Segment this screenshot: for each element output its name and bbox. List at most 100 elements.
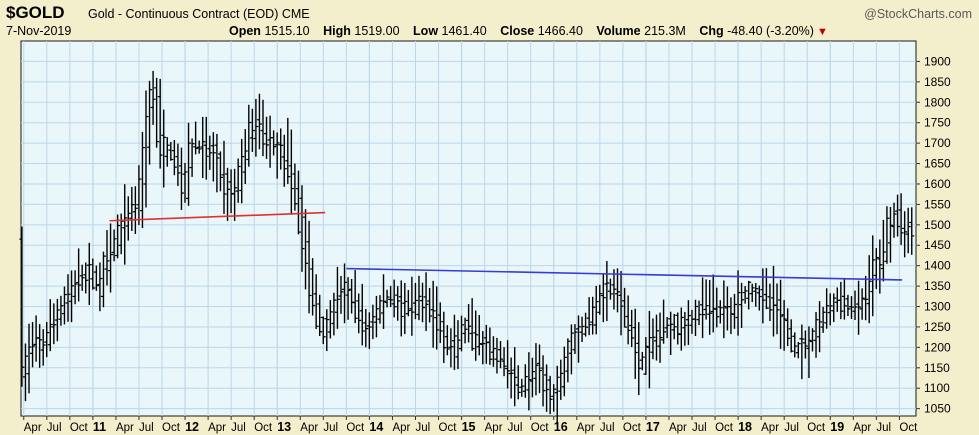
ohlc-bar — [622, 287, 628, 328]
ohlc-bar — [313, 274, 319, 330]
x-tick-label: 18 — [738, 420, 752, 434]
ohlc-bar — [710, 274, 716, 333]
ohlc-bar — [498, 341, 504, 369]
ohlc-bar — [469, 298, 475, 351]
ohlc-bar — [909, 207, 915, 255]
ohlc-bar — [221, 140, 227, 214]
x-tick-label: Jul — [692, 422, 707, 434]
y-tick-label: 1750 — [924, 116, 951, 130]
ohlc-bar — [781, 299, 787, 351]
x-tick-label: 17 — [646, 420, 660, 434]
ohlc-bar — [44, 321, 50, 358]
ohlc-bar — [501, 347, 507, 377]
ohlc-bar — [239, 138, 245, 204]
ohlc-bar — [749, 283, 755, 303]
ohlc-bar — [19, 226, 25, 387]
y-tick-label: 1350 — [924, 279, 951, 293]
x-tick-label: 14 — [369, 420, 383, 434]
ohlc-bar — [721, 280, 727, 339]
ohlc-bar — [572, 324, 578, 355]
ohlc-bar — [373, 295, 379, 338]
y-tick-label: 1850 — [924, 75, 951, 89]
ohlc-bar — [877, 239, 883, 294]
ohlc-bar — [859, 288, 865, 320]
ohlc-bar — [54, 298, 60, 342]
ohlc-bar — [817, 301, 823, 353]
x-tick-label: 19 — [830, 420, 844, 434]
ohlc-bar — [795, 342, 801, 359]
exchange-text: CME — [281, 7, 310, 21]
ohlc-bar — [703, 279, 709, 320]
ohlc-bar — [381, 274, 387, 329]
trendlines — [109, 211, 903, 281]
ohlc-bar — [650, 318, 656, 360]
ohlc-bar — [529, 357, 535, 398]
ohlc-bar — [30, 322, 36, 368]
ohlc-bar — [902, 211, 908, 258]
ohlc-bar — [246, 104, 252, 167]
ohlc-bar — [639, 351, 645, 371]
ohlc-bar — [519, 378, 525, 397]
x-tick-label: Oct — [439, 422, 458, 434]
ohlc-bar — [370, 304, 376, 340]
trendline — [109, 211, 326, 222]
ohlc-bar — [129, 186, 135, 231]
ohlc-bar — [154, 77, 160, 148]
x-tick-label: 11 — [93, 420, 106, 434]
ohlc-bar — [505, 340, 511, 389]
y-tick-label: 1250 — [924, 320, 951, 334]
ohlc-bar — [47, 299, 53, 352]
ohlc-bar — [444, 325, 450, 356]
ohlc-bar — [813, 312, 819, 358]
ohlc-bar — [515, 365, 521, 400]
ohlc-bar — [852, 290, 858, 321]
y-tick-label: 1200 — [924, 340, 951, 354]
ohlc-bar — [848, 296, 854, 319]
ohlc-bar — [792, 332, 798, 358]
ohlc-bar — [214, 133, 220, 193]
ohlc-bar — [342, 263, 348, 324]
ohlc-bar — [416, 275, 422, 321]
ohlc-bar — [409, 276, 415, 336]
ohlc-bar — [753, 283, 759, 307]
x-tick-label: Jul — [876, 422, 891, 434]
y-tick-label: 1800 — [924, 95, 951, 109]
ohlc-bar — [115, 214, 121, 259]
ohlc-bar — [551, 384, 557, 412]
ohlc-bar — [352, 270, 358, 324]
ticker-symbol: $GOLD — [6, 3, 65, 22]
x-tick-label: 16 — [554, 420, 568, 434]
ohlc-bar — [799, 324, 805, 380]
ohlc-bar — [682, 311, 688, 346]
ohlc-bar — [866, 255, 872, 324]
ohlc-bar — [802, 330, 808, 359]
ohlc-bar — [547, 375, 553, 415]
close-value: 1466.40 — [537, 24, 583, 38]
chg-label: Chg — [699, 24, 724, 38]
ohlc-bar — [554, 365, 560, 426]
ohlc-bar — [430, 280, 436, 348]
x-tick-label: Jul — [47, 422, 62, 434]
x-tick-label: Apr — [116, 422, 134, 434]
ohlc-bar — [242, 129, 248, 184]
ohlc-bar — [182, 162, 188, 203]
ohlc-bar — [590, 296, 596, 335]
ohlc-bar — [895, 194, 901, 237]
x-tick-label: 13 — [277, 420, 291, 434]
ohlc-bar — [324, 309, 330, 352]
down-arrow-icon: ▼ — [816, 26, 828, 38]
ohlc-bar — [203, 116, 209, 180]
ohlc-bar — [395, 286, 401, 321]
ohlc-bar — [537, 344, 543, 394]
ohlc-bar — [490, 336, 496, 367]
ohlc-bar — [412, 282, 418, 320]
ohlc-bar — [143, 90, 149, 208]
ohlc-bar — [714, 287, 720, 328]
ohlc-bar — [891, 202, 897, 238]
ohlc-bar — [824, 288, 830, 329]
ohlc-bar — [306, 220, 312, 314]
ohlc-bar — [427, 288, 433, 323]
ohlc-bar — [841, 279, 847, 320]
y-tick-label: 1300 — [924, 300, 951, 314]
volume-label: Volume — [596, 24, 641, 38]
